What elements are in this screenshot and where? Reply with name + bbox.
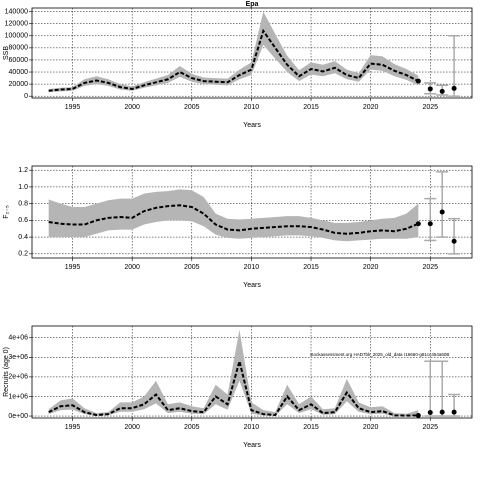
projection-point	[451, 238, 457, 244]
projection-point	[451, 85, 457, 91]
y-tick-label: 0.4	[18, 234, 28, 241]
confidence-band	[48, 11, 419, 92]
y-tick-label: 0	[24, 93, 28, 100]
x-tick-label: 2005	[184, 104, 200, 111]
x-tick-label: 2025	[422, 104, 438, 111]
y-tick-label: 1e+06	[8, 393, 28, 400]
x-tick-label: 1995	[65, 424, 81, 431]
x-tick-label: 2005	[184, 424, 200, 431]
x-tick-label: 2010	[244, 104, 260, 111]
x-tick-label: 2000	[124, 424, 140, 431]
y-tick-label: 0e+00	[8, 413, 28, 420]
x-tick-label: 2005	[184, 264, 200, 271]
projection-point	[439, 409, 445, 415]
x-tick-label: 2000	[124, 104, 140, 111]
x-tick-label: 2015	[303, 424, 319, 431]
x-axis-label: Years	[243, 282, 261, 289]
estimate-line	[48, 204, 419, 235]
annotation: stockassessment.org HAD7bk_2025_old_data…	[310, 352, 449, 357]
plot-frame	[31, 165, 473, 259]
y-tick-label: 120000	[5, 21, 28, 28]
y-axis-label: SSB	[3, 46, 10, 60]
x-tick-label: 2025	[422, 424, 438, 431]
x-tick-label: 2020	[363, 424, 379, 431]
y-axis-label: F₂₋₅	[3, 205, 10, 219]
projection-point	[439, 88, 445, 94]
chart-title: Epa	[246, 1, 259, 8]
y-tick-label: 140000	[5, 8, 28, 15]
y-tick-label: 0.6	[18, 217, 28, 224]
plot-frame	[31, 325, 473, 419]
y-tick-label: 4e+06	[8, 335, 28, 342]
projection-point	[427, 86, 433, 92]
y-axis-label: Recruits (age 0)	[3, 347, 10, 397]
x-tick-label: 2000	[124, 264, 140, 271]
projection-point	[451, 409, 457, 415]
y-tick-label: 0.2	[18, 251, 28, 258]
y-tick-label: 100000	[5, 33, 28, 40]
x-tick-label: 2015	[303, 104, 319, 111]
x-tick-label: 2020	[363, 264, 379, 271]
y-tick-label: 80000	[9, 45, 29, 52]
y-tick-label: 2e+06	[8, 374, 28, 381]
estimate-line	[48, 28, 419, 92]
x-axis-label: Years	[243, 122, 261, 129]
last-estimate-point	[415, 221, 421, 227]
confidence-band	[48, 189, 419, 242]
projection-point	[439, 209, 445, 215]
x-axis-label: Years	[243, 442, 261, 449]
y-tick-label: 3e+06	[8, 354, 28, 361]
projection-point	[427, 410, 433, 416]
x-tick-label: 1995	[65, 104, 81, 111]
x-tick-label: 2020	[363, 104, 379, 111]
x-tick-label: 2010	[244, 424, 260, 431]
y-tick-label: 40000	[9, 69, 29, 76]
projection-point	[427, 221, 433, 227]
y-tick-label: 1.0	[18, 184, 28, 191]
x-tick-label: 2025	[422, 264, 438, 271]
y-tick-label: 0.8	[18, 200, 28, 207]
x-tick-label: 2015	[303, 264, 319, 271]
y-tick-label: 1.2	[18, 167, 28, 174]
confidence-band	[48, 329, 419, 416]
x-tick-label: 1995	[65, 264, 81, 271]
last-estimate-point	[415, 78, 421, 84]
x-tick-label: 2010	[244, 264, 260, 271]
plot-frame	[31, 7, 473, 99]
estimate-line	[48, 357, 419, 417]
last-estimate-point	[415, 412, 421, 418]
y-tick-label: 20000	[9, 81, 29, 88]
y-tick-label: 60000	[9, 57, 29, 64]
